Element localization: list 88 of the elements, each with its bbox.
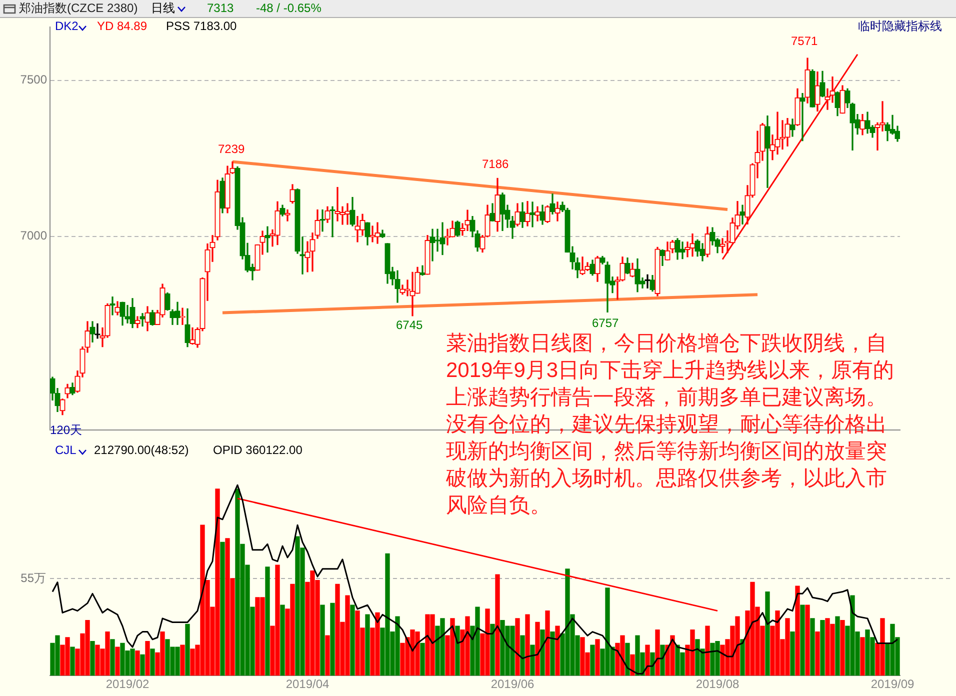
annotation: 6745: [396, 318, 423, 332]
bar: [135, 650, 140, 676]
bar: [790, 631, 795, 676]
bar: [800, 604, 805, 676]
text: 212790.00(48:52): [94, 443, 189, 458]
bar: [350, 604, 355, 676]
bar: [280, 604, 285, 676]
bar: [645, 644, 650, 676]
annotation: DK2: [55, 19, 78, 34]
annotation: 临时隐藏指标线: [858, 19, 942, 34]
candlestick: [580, 256, 586, 276]
bar: [490, 624, 495, 676]
bar: [860, 637, 865, 676]
bar: [515, 618, 520, 676]
bar: [740, 639, 745, 676]
text: 日线: [151, 1, 175, 16]
candlestick: [440, 222, 446, 256]
annotation: YD 84.89: [97, 19, 148, 34]
text: CJL: [55, 443, 76, 458]
bar: [820, 620, 825, 676]
text: 7313: [207, 1, 234, 16]
candlestick: [180, 308, 186, 325]
bar: [110, 639, 115, 676]
bar: [420, 642, 425, 676]
chart-title: 郑油指数(CZCE 2380): [19, 1, 138, 16]
y-tick-label: 7500: [20, 72, 48, 87]
candlestick: [110, 296, 116, 316]
bar: [835, 616, 840, 676]
bar: [655, 630, 660, 676]
candlestick: [740, 204, 746, 224]
bar: [705, 626, 710, 676]
bar: [810, 618, 815, 676]
bar: [185, 624, 190, 676]
candlestick: [430, 228, 436, 262]
candlestick: [94, 323, 100, 339]
bar: [140, 654, 145, 676]
bar: [325, 635, 330, 676]
bar: [595, 639, 600, 676]
bar: [495, 574, 500, 676]
bar: [220, 542, 225, 676]
text: OPID 360122.00: [213, 443, 302, 458]
x-tick-label: 2019/02: [106, 677, 150, 692]
bar: [70, 646, 75, 676]
annotation: 菜油指数日线图，今日价格增仓下跌收阴线，自2019年9月3日向下击穿上升趋势线以来，原有的上涨趋势行情告一段落，前期多单已建议离场。没有仓位的，建议先保持观望，耐心等待价格出现新的均衡区间，然后等待新均衡区间的放量突破做为新的入场时机。思路仅供参考，以此入市风险自负。: [446, 331, 896, 519]
x-tick-label: 2019/09: [870, 677, 915, 692]
bar: [555, 626, 560, 676]
bar: [550, 631, 555, 676]
bar: [455, 626, 460, 676]
bar: [545, 610, 550, 676]
annotation: 7186: [482, 157, 509, 172]
annotation: 6757: [592, 316, 619, 330]
bar: [330, 602, 335, 676]
y-tick-label: 7000: [20, 228, 48, 243]
candlestick: [800, 93, 806, 142]
bar: [540, 630, 545, 676]
bar: [765, 591, 770, 676]
annotation: 7239: [218, 142, 245, 156]
bar: [90, 640, 95, 676]
annotation: 120天: [50, 423, 82, 438]
bar: [630, 654, 635, 676]
ref-line-label: 55万: [20, 570, 46, 585]
bar: [180, 644, 185, 676]
x-tick-label: 2019/06: [490, 677, 535, 692]
bar: [320, 604, 325, 676]
candlestick: [140, 313, 146, 327]
bar: [625, 642, 630, 676]
bar: [535, 622, 540, 676]
text: -48 / -0.65%: [256, 1, 322, 16]
x-tick-label: 2019/04: [286, 677, 330, 692]
bar: [805, 604, 810, 676]
annotation: PSS 7183.00: [166, 19, 237, 34]
bar: [660, 644, 665, 676]
bar: [815, 631, 820, 676]
bar: [115, 646, 120, 676]
bar: [590, 644, 595, 676]
bar: [650, 652, 655, 676]
bar: [150, 648, 155, 676]
annotation: 7571: [791, 34, 818, 48]
bar: [795, 586, 800, 676]
bar: [520, 635, 525, 676]
x-tick-label: 2019/08: [696, 677, 740, 692]
bar: [840, 620, 845, 676]
candlestick: [264, 226, 270, 253]
bar: [145, 640, 150, 676]
bar: [525, 614, 530, 676]
bar: [265, 566, 270, 676]
bar: [530, 644, 535, 676]
bar: [365, 614, 370, 676]
